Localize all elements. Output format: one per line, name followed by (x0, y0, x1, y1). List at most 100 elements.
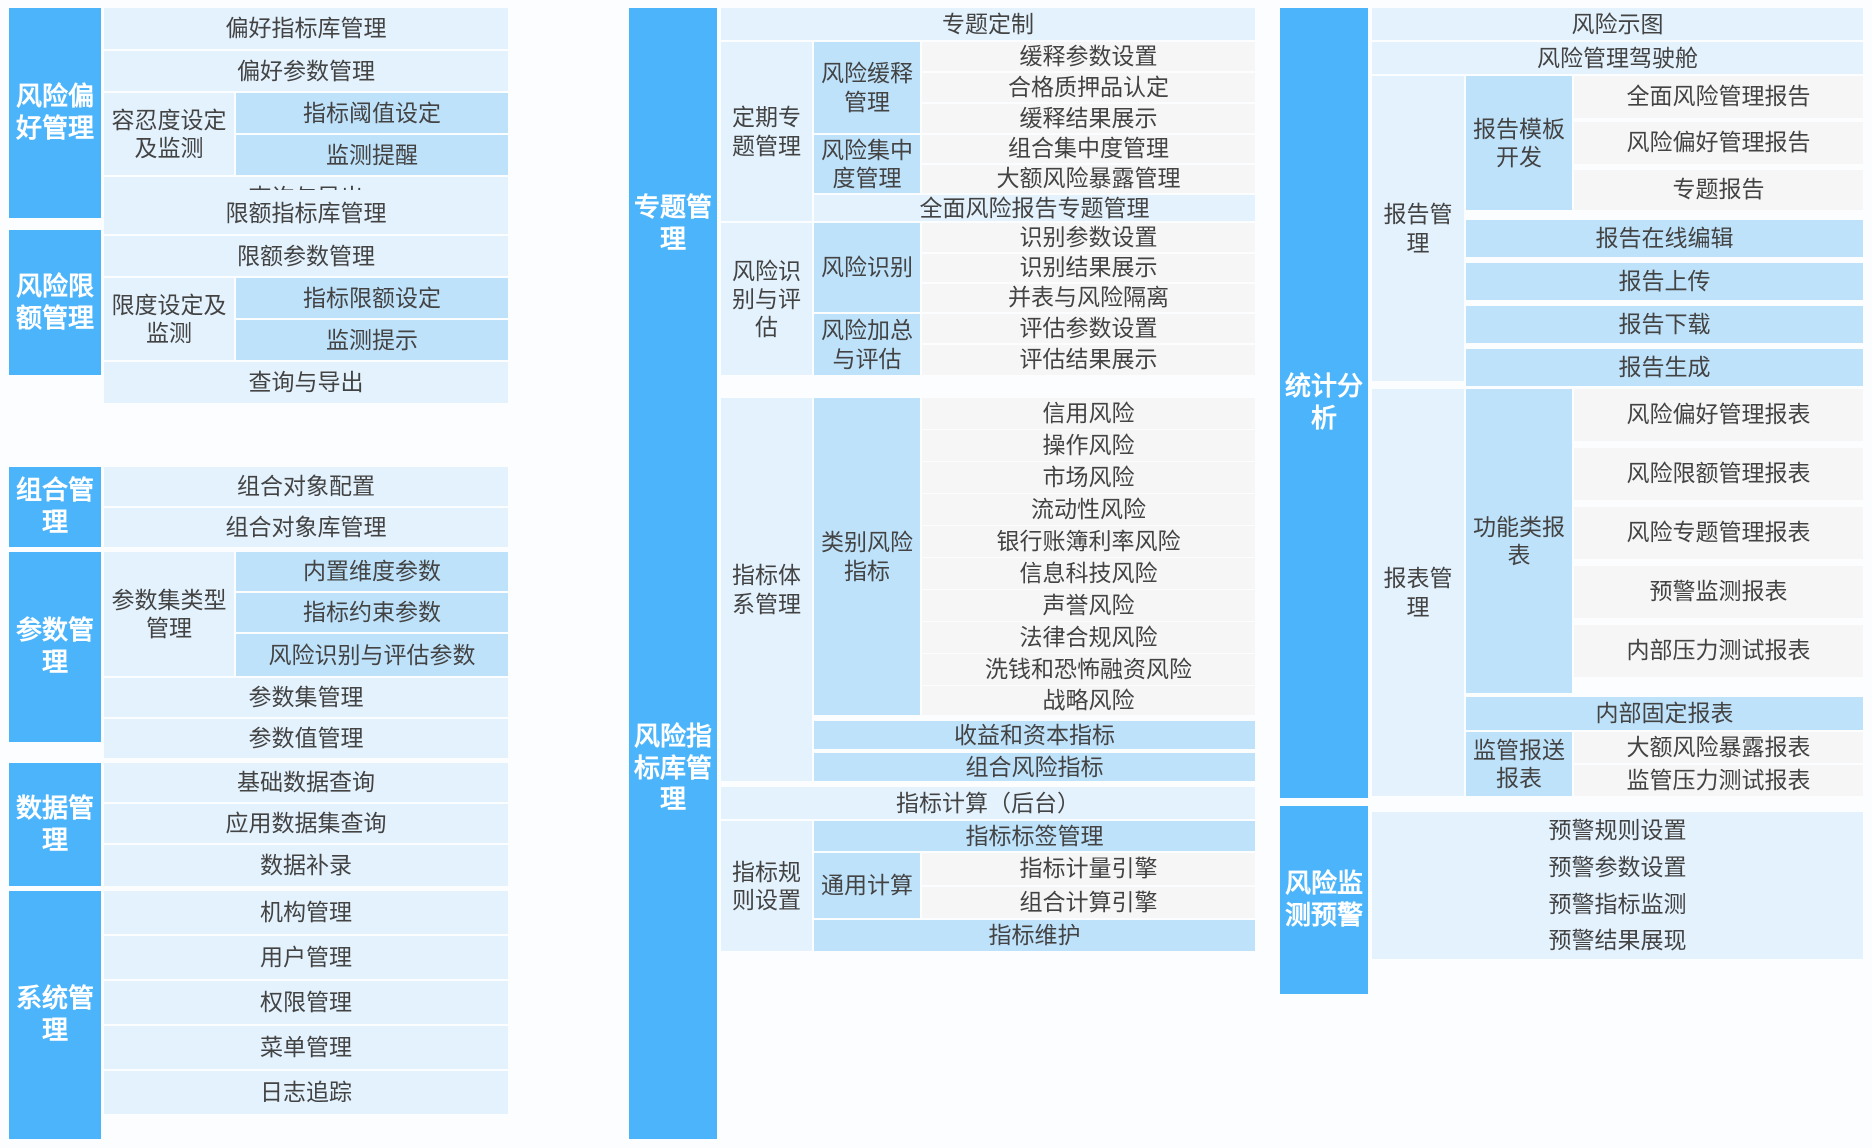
module-header-portfolio[interactable]: 组合管理 (9, 467, 101, 547)
menu-item-report-download[interactable]: 报告下载 (1466, 306, 1863, 343)
module-header-data[interactable]: 数据管理 (9, 763, 101, 886)
menu-item-strategic-risk[interactable]: 战略风险 (922, 686, 1255, 715)
menu-item-indicator-measurement-engine[interactable]: 指标计量引擎 (922, 853, 1255, 885)
menu-item-risk-topic-statement[interactable]: 风险专题管理报表 (1574, 507, 1863, 559)
menu-subgroup-report-template-development[interactable]: 报告模板开发 (1466, 76, 1572, 210)
menu-item-limit-parameter[interactable]: 限额参数管理 (104, 236, 508, 276)
menu-item-risk-diagram[interactable]: 风险示图 (1372, 8, 1863, 40)
menu-item-credit-risk[interactable]: 信用风险 (922, 398, 1255, 429)
module-header-parameter[interactable]: 参数管理 (9, 552, 101, 742)
menu-subgroup-regulatory-submission-statements[interactable]: 监管报送报表 (1466, 732, 1572, 796)
menu-group-risk-identification-assessment[interactable]: 风险识别与评估 (721, 223, 812, 375)
menu-subgroup-category-risk-indicator[interactable]: 类别风险指标 (814, 398, 920, 715)
menu-item-mitigation-result-display[interactable]: 缓释结果展示 (922, 104, 1255, 133)
module-header-risk-limit[interactable]: 风险限额管理 (9, 230, 101, 375)
menu-item-builtin-dimension-parameter[interactable]: 内置维度参数 (236, 552, 508, 591)
menu-item-portfolio-concentration[interactable]: 组合集中度管理 (922, 135, 1255, 163)
menu-item-regulatory-stress-test-statement[interactable]: 监管压力测试报表 (1574, 765, 1863, 796)
menu-item-it-risk[interactable]: 信息科技风险 (922, 558, 1255, 589)
menu-item-legal-compliance-risk[interactable]: 法律合规风险 (922, 622, 1255, 653)
menu-item-reputation-risk[interactable]: 声誉风险 (922, 590, 1255, 621)
module-header-risk-monitoring-alert[interactable]: 风险监测预警 (1280, 806, 1368, 994)
module-header-risk-appetite[interactable]: 风险偏好管理 (9, 8, 101, 218)
menu-item-indicator-limit-setting[interactable]: 指标限额设定 (236, 278, 508, 318)
menu-item-portfolio-object-config[interactable]: 组合对象配置 (104, 467, 508, 506)
menu-subgroup-risk-mitigation[interactable]: 风险缓释管理 (814, 42, 920, 133)
menu-item-monitor-reminder[interactable]: 监测提醒 (236, 135, 508, 175)
menu-item-preference-parameter[interactable]: 偏好参数管理 (104, 51, 508, 91)
menu-item-risk-appetite-statement[interactable]: 风险偏好管理报表 (1574, 389, 1863, 441)
menu-group-parameter-set-type[interactable]: 参数集类型管理 (104, 552, 234, 676)
menu-item-parameter-value[interactable]: 参数值管理 (104, 719, 508, 758)
menu-item-risk-management-cockpit[interactable]: 风险管理驾驶舱 (1372, 42, 1863, 74)
menu-group-statement-management[interactable]: 报表管理 (1372, 389, 1464, 796)
menu-item-qualified-collateral-recognition[interactable]: 合格质押品认定 (922, 73, 1255, 102)
module-header-topic-management[interactable]: 专题管理 (629, 8, 717, 439)
menu-item-portfolio-risk-indicator[interactable]: 组合风险指标 (814, 753, 1255, 781)
menu-item-alert-rule-setting[interactable]: 预警规则设置 (1372, 812, 1863, 849)
menu-item-report-online-editing[interactable]: 报告在线编辑 (1466, 220, 1863, 257)
menu-item-topic-report[interactable]: 专题报告 (1574, 170, 1863, 210)
menu-item-comprehensive-risk-report-topic[interactable]: 全面风险报告专题管理 (814, 195, 1255, 221)
menu-subgroup-risk-aggregation-assessment[interactable]: 风险加总与评估 (814, 314, 920, 375)
menu-item-indicator-threshold-setting[interactable]: 指标阈值设定 (236, 93, 508, 133)
menu-item-earnings-capital-indicator[interactable]: 收益和资本指标 (814, 721, 1255, 749)
menu-item-indicator-maintenance[interactable]: 指标维护 (814, 920, 1255, 951)
menu-item-large-exposure-statement[interactable]: 大额风险暴露报表 (1574, 732, 1863, 763)
menu-item-report-generation[interactable]: 报告生成 (1466, 349, 1863, 386)
menu-group-limit-setting[interactable]: 限度设定及监测 (104, 278, 234, 360)
menu-item-risk-limit-statement[interactable]: 风险限额管理报表 (1574, 448, 1863, 500)
menu-item-alert-parameter-setting[interactable]: 预警参数设置 (1372, 849, 1863, 886)
menu-item-log-tracking[interactable]: 日志追踪 (104, 1071, 508, 1114)
menu-item-internal-stress-test-statement[interactable]: 内部压力测试报表 (1574, 625, 1863, 677)
menu-item-consolidation-risk-isolation[interactable]: 并表与风险隔离 (922, 284, 1255, 312)
menu-item-query-export-limit[interactable]: 查询与导出 (104, 362, 508, 403)
menu-item-alert-monitoring-statement[interactable]: 预警监测报表 (1574, 566, 1863, 618)
menu-item-mitigation-parameter-setting[interactable]: 缓释参数设置 (922, 42, 1255, 71)
menu-item-indicator-calculation-backend[interactable]: 指标计算（后台） (721, 787, 1255, 819)
menu-item-report-upload[interactable]: 报告上传 (1466, 263, 1863, 300)
menu-item-portfolio-object-library[interactable]: 组合对象库管理 (104, 508, 508, 547)
menu-item-liquidity-risk[interactable]: 流动性风险 (922, 494, 1255, 525)
menu-subgroup-general-calculation[interactable]: 通用计算 (814, 853, 920, 918)
menu-item-internal-fixed-statement[interactable]: 内部固定报表 (1466, 697, 1863, 730)
menu-item-topic-customization[interactable]: 专题定制 (721, 8, 1255, 40)
menu-item-basic-data-query[interactable]: 基础数据查询 (104, 763, 508, 802)
menu-item-monitor-alert[interactable]: 监测提示 (236, 320, 508, 360)
module-header-system[interactable]: 系统管理 (9, 891, 101, 1139)
menu-item-user[interactable]: 用户管理 (104, 936, 508, 979)
menu-subgroup-functional-statements[interactable]: 功能类报表 (1466, 389, 1572, 693)
menu-item-indicator-constraint-parameter[interactable]: 指标约束参数 (236, 593, 508, 632)
menu-subgroup-risk-identification[interactable]: 风险识别 (814, 223, 920, 312)
menu-item-alert-indicator-monitoring[interactable]: 预警指标监测 (1372, 886, 1863, 922)
menu-item-limit-indicator-library[interactable]: 限额指标库管理 (104, 193, 508, 234)
menu-item-risk-identification-assessment-parameter[interactable]: 风险识别与评估参数 (236, 634, 508, 676)
menu-group-tolerance-setting[interactable]: 容忍度设定及监测 (104, 93, 234, 175)
menu-item-menu-management[interactable]: 菜单管理 (104, 1026, 508, 1069)
menu-item-app-dataset-query[interactable]: 应用数据集查询 (104, 804, 508, 843)
menu-item-identification-parameter-setting[interactable]: 识别参数设置 (922, 223, 1255, 252)
menu-item-data-supplement[interactable]: 数据补录 (104, 845, 508, 886)
menu-item-aml-ctf-risk[interactable]: 洗钱和恐怖融资风险 (922, 654, 1255, 685)
menu-item-comprehensive-risk-management-report[interactable]: 全面风险管理报告 (1574, 76, 1863, 118)
menu-group-report-management[interactable]: 报告管理 (1372, 76, 1464, 381)
module-header-statistical-analysis[interactable]: 统计分析 (1280, 8, 1368, 798)
menu-item-assessment-result-display[interactable]: 评估结果展示 (922, 345, 1255, 375)
menu-item-alert-result-display[interactable]: 预警结果展现 (1372, 922, 1863, 959)
menu-item-preference-indicator-library[interactable]: 偏好指标库管理 (104, 8, 508, 49)
menu-item-identification-result-display[interactable]: 识别结果展示 (922, 254, 1255, 282)
menu-subgroup-risk-concentration[interactable]: 风险集中度管理 (814, 135, 920, 193)
menu-group-periodic-topic[interactable]: 定期专题管理 (721, 42, 812, 221)
menu-item-portfolio-calculation-engine[interactable]: 组合计算引擎 (922, 887, 1255, 918)
menu-item-parameter-set[interactable]: 参数集管理 (104, 678, 508, 717)
menu-item-organization[interactable]: 机构管理 (104, 891, 508, 934)
menu-item-market-risk[interactable]: 市场风险 (922, 462, 1255, 493)
menu-item-assessment-parameter-setting[interactable]: 评估参数设置 (922, 314, 1255, 343)
menu-item-indicator-tag-management[interactable]: 指标标签管理 (814, 821, 1255, 851)
menu-item-banking-book-interest-rate-risk[interactable]: 银行账簿利率风险 (922, 526, 1255, 557)
menu-item-operational-risk[interactable]: 操作风险 (922, 430, 1255, 461)
menu-item-large-exposure-management[interactable]: 大额风险暴露管理 (922, 165, 1255, 193)
menu-item-permission[interactable]: 权限管理 (104, 981, 508, 1024)
menu-group-indicator-rule-setting[interactable]: 指标规则设置 (721, 821, 812, 951)
menu-group-indicator-system[interactable]: 指标体系管理 (721, 398, 812, 781)
